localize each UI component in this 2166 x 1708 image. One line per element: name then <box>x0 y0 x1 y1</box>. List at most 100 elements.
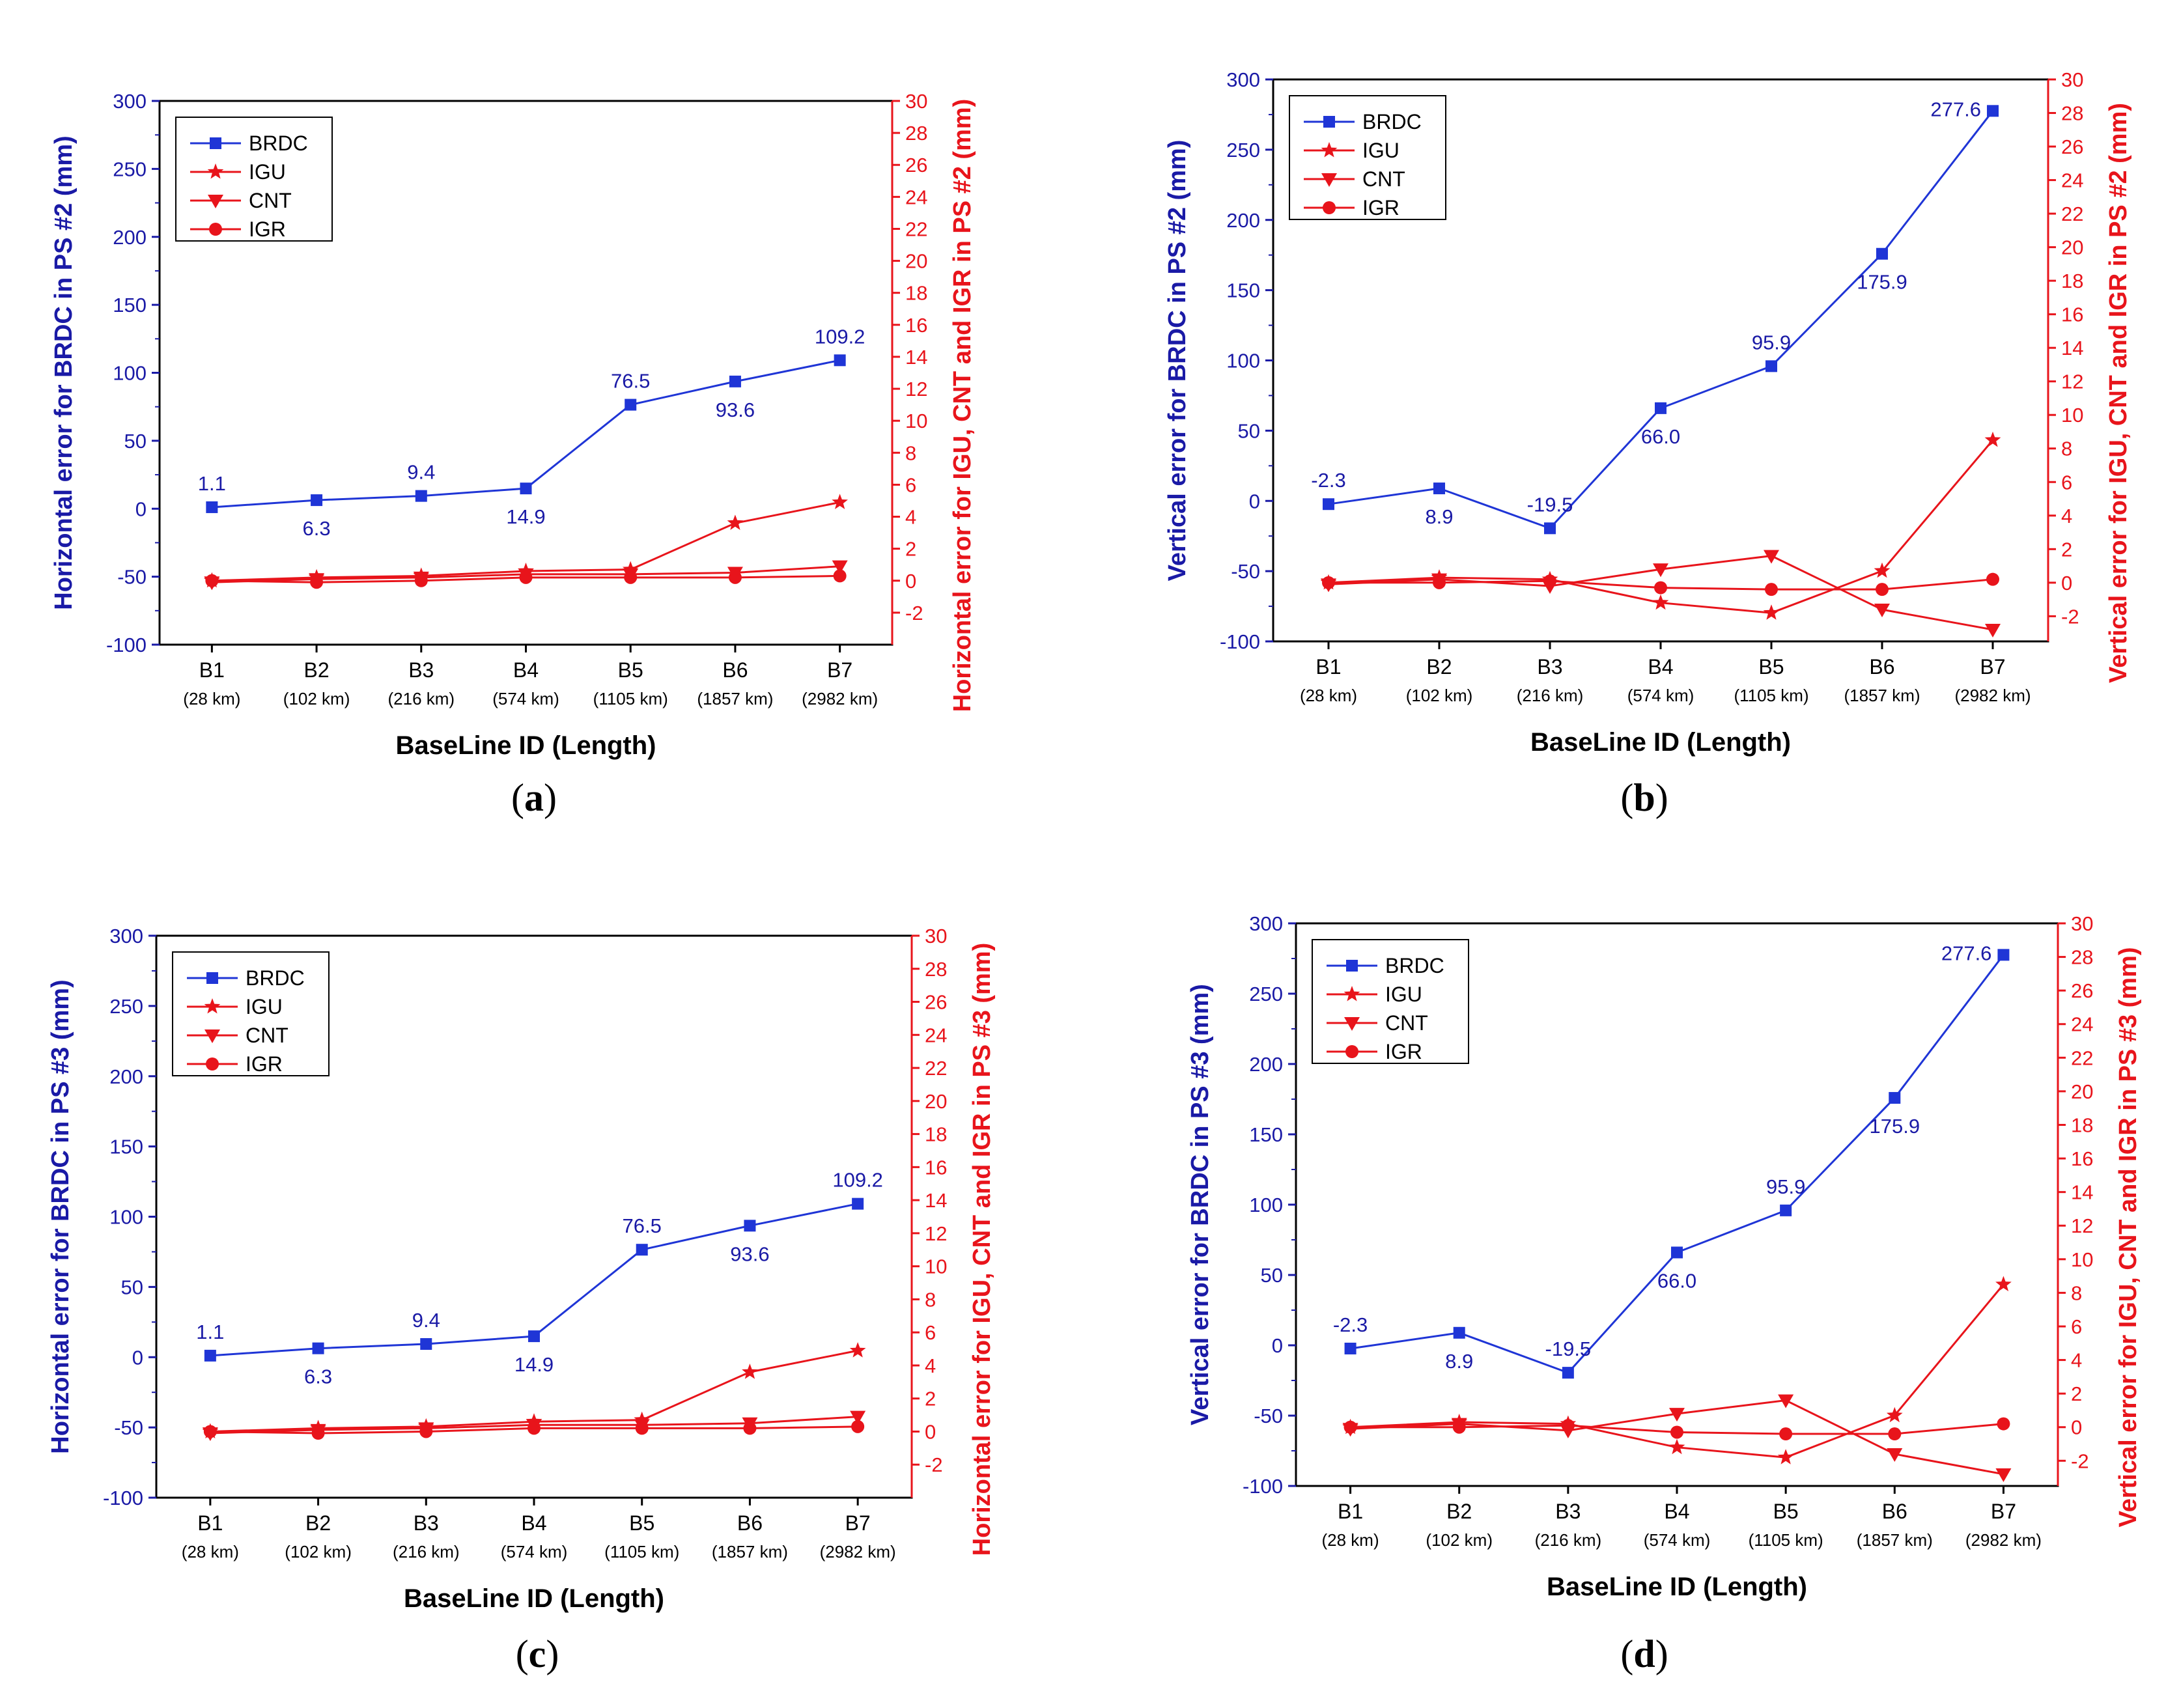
x-tick-sublabel: (574 km) <box>501 1542 568 1561</box>
legend-swatch-marker <box>210 137 221 149</box>
data-point-igr <box>743 1421 757 1435</box>
right-tick-label: 30 <box>905 90 927 113</box>
left-tick-label: 100 <box>1249 1194 1283 1216</box>
right-tick-label: 26 <box>905 154 927 176</box>
x-axis-title: BaseLine ID (Length) <box>395 731 656 760</box>
x-tick-label: B1 <box>1315 655 1341 679</box>
x-tick-label: B5 <box>1758 655 1784 679</box>
x-tick-label: B1 <box>197 1511 223 1535</box>
left-tick-label: -50 <box>1254 1405 1283 1427</box>
right-tick-label: 28 <box>925 958 947 981</box>
chart-panel-d: -100-50050100150200250300-20246810121416… <box>1187 912 2142 1675</box>
x-tick-sublabel: (28 km) <box>1300 686 1357 705</box>
x-tick-label: B3 <box>1555 1500 1581 1523</box>
data-point-brdc <box>1544 522 1556 535</box>
x-tick-label: B2 <box>305 1511 331 1535</box>
data-point-brdc <box>204 1349 216 1362</box>
right-tick-label: 10 <box>905 410 927 432</box>
x-tick-label: B6 <box>1882 1500 1907 1523</box>
data-point-igu <box>1995 1276 2012 1291</box>
data-point-igr <box>1452 1420 1466 1434</box>
right-y-axis-title: Vertical error for IGU, CNT and IGR in P… <box>2115 947 2142 1527</box>
data-label-brdc: 6.3 <box>303 517 331 540</box>
data-label-brdc: 95.9 <box>1766 1175 1805 1198</box>
left-tick-label: 200 <box>1249 1053 1283 1076</box>
data-point-igr <box>1986 572 1999 586</box>
data-point-igr <box>635 1421 649 1435</box>
x-tick-sublabel: (102 km) <box>1426 1530 1493 1550</box>
right-tick-label: 12 <box>925 1222 947 1245</box>
legend-swatch-marker <box>1344 1017 1360 1031</box>
x-tick-sublabel: (2982 km) <box>1965 1530 2042 1550</box>
left-y-axis-title: Horizontal error for BRDC in PS #3 (mm) <box>47 979 74 1453</box>
left-y-axis-title: Vertical error for BRDC in PS #2 (mm) <box>1164 140 1191 581</box>
right-tick-label: 8 <box>2071 1281 2082 1304</box>
data-point-cnt <box>850 1410 866 1425</box>
right-tick-label: 26 <box>2061 135 2083 158</box>
panel-caption: (d) <box>1620 1632 1668 1675</box>
x-tick-label: B1 <box>1338 1500 1363 1523</box>
x-axis-title: BaseLine ID (Length) <box>1530 728 1791 757</box>
caption-open-paren: ( <box>1620 776 1633 819</box>
data-point-igr <box>1433 576 1446 589</box>
x-tick-label: B1 <box>199 658 225 682</box>
caption-open-paren: ( <box>511 776 524 819</box>
data-point-igr <box>205 574 219 587</box>
right-tick-label: 16 <box>2061 303 2083 326</box>
x-tick-sublabel: (1105 km) <box>604 1542 679 1561</box>
right-y-axis-title: Horizontal error for IGU, CNT and IGR in… <box>949 99 976 712</box>
right-tick-label: 12 <box>2061 371 2083 393</box>
left-tick-label: 300 <box>109 925 143 947</box>
left-tick-label: 0 <box>132 1346 143 1369</box>
right-tick-label: 12 <box>2071 1214 2093 1237</box>
data-label-brdc: 175.9 <box>1869 1115 1920 1138</box>
right-tick-label: 14 <box>2071 1181 2093 1204</box>
data-point-igr <box>1343 1420 1357 1434</box>
data-point-igr <box>1779 1427 1793 1441</box>
data-label-brdc: 9.4 <box>407 461 435 484</box>
legend-label-brdc: BRDC <box>249 132 308 155</box>
data-point-igu <box>742 1364 758 1379</box>
right-tick-label: 4 <box>2071 1349 2082 1372</box>
left-tick-label: 0 <box>1249 490 1260 512</box>
x-tick-label: B3 <box>414 1511 439 1535</box>
data-point-cnt <box>832 560 848 574</box>
data-point-brdc <box>1780 1204 1792 1216</box>
chart-panel-b: -100-50050100150200250300-20246810121416… <box>1164 68 2132 819</box>
caption-letter: c <box>529 1632 546 1675</box>
left-tick-label: 300 <box>1226 68 1260 91</box>
data-point-igr <box>833 569 847 583</box>
x-tick-sublabel: (216 km) <box>393 1542 460 1561</box>
x-tick-label: B2 <box>304 658 330 682</box>
left-tick-label: 50 <box>1261 1264 1283 1287</box>
data-point-brdc <box>852 1197 864 1210</box>
legend: BRDC IGU CNT IGR <box>1289 95 1446 220</box>
chart-panel-c: -100-50050100150200250300-20246810121416… <box>47 925 996 1675</box>
x-tick-label: B5 <box>618 658 643 682</box>
left-tick-label: 250 <box>113 158 147 180</box>
data-label-brdc: 109.2 <box>832 1169 883 1192</box>
caption-open-paren: ( <box>516 1632 529 1675</box>
x-tick-sublabel: (102 km) <box>283 689 350 708</box>
legend-swatch-marker <box>204 1029 220 1043</box>
legend-label-cnt: CNT <box>1385 1011 1428 1035</box>
left-tick-label: -50 <box>1231 560 1260 583</box>
data-point-brdc <box>1671 1246 1683 1259</box>
right-tick-label: 10 <box>925 1255 947 1278</box>
data-point-igr <box>624 570 638 584</box>
legend-label-brdc: BRDC <box>246 966 305 990</box>
legend-box <box>175 117 333 242</box>
x-tick-sublabel: (1105 km) <box>1734 686 1808 705</box>
right-tick-label: 16 <box>905 314 927 337</box>
right-tick-label: 14 <box>2061 337 2083 359</box>
data-point-igr <box>414 574 428 587</box>
legend-label-cnt: CNT <box>1362 167 1405 191</box>
right-tick-label: 14 <box>905 346 927 369</box>
right-y-axis-title: Vertical error for IGU, CNT and IGR in P… <box>2105 103 2132 683</box>
data-point-igr <box>527 1421 541 1435</box>
x-tick-sublabel: (28 km) <box>1322 1530 1379 1550</box>
x-tick-sublabel: (28 km) <box>182 1542 239 1561</box>
legend: BRDC IGU CNT IGR <box>1312 939 1469 1064</box>
x-tick-label: B2 <box>1426 655 1452 679</box>
data-label-brdc: 6.3 <box>304 1365 332 1388</box>
